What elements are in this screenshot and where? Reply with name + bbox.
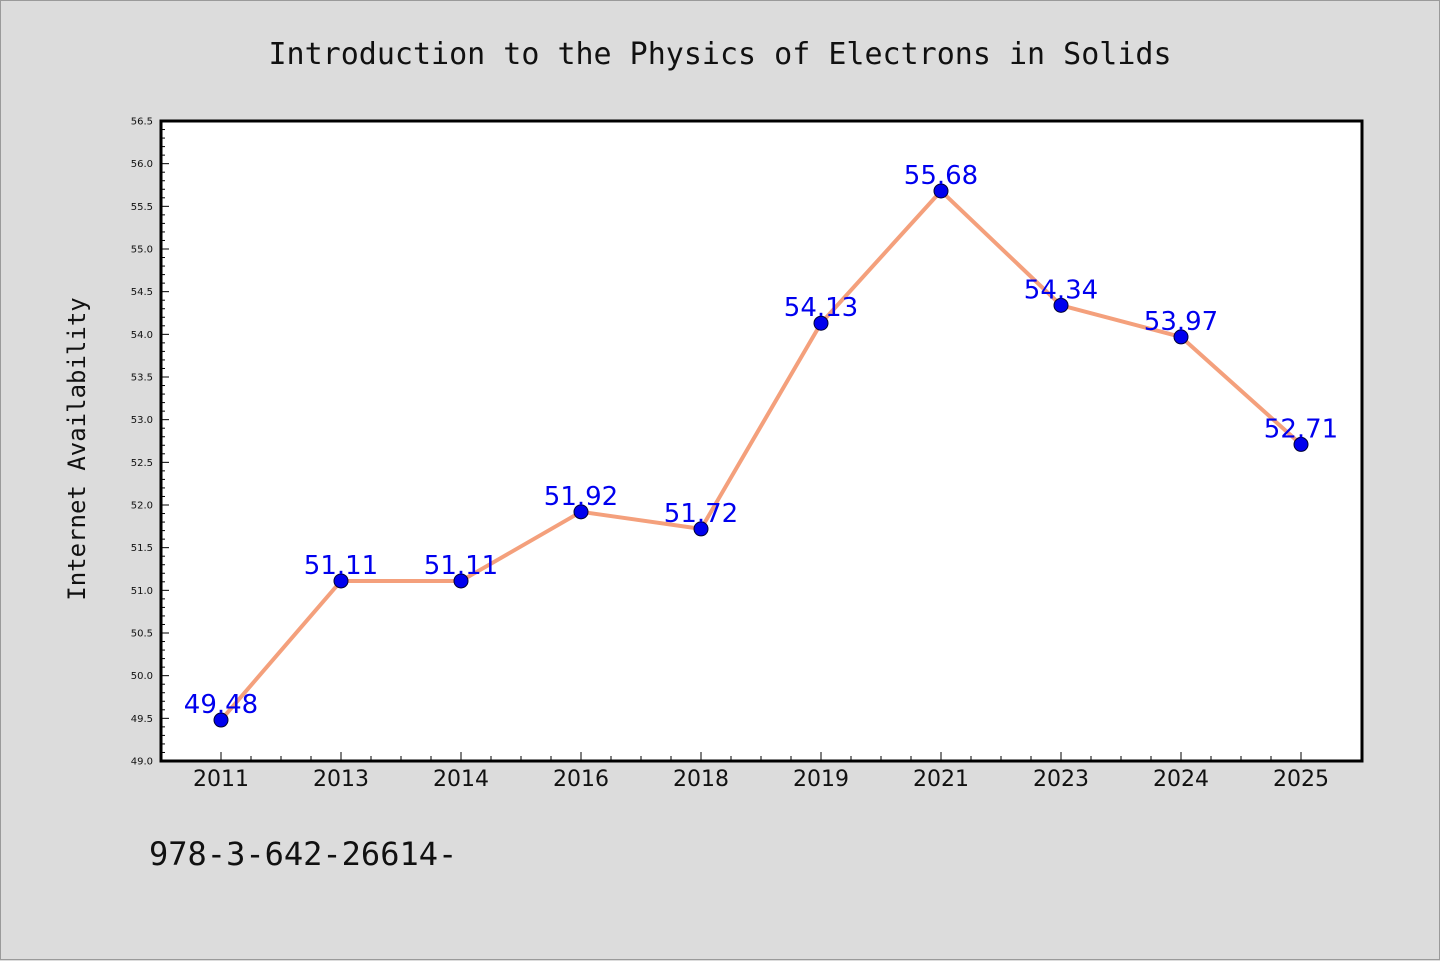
x-tick-label: 2024 [1153,767,1209,792]
y-tick-label: 56.5 [131,117,153,128]
series-line [219,188,1303,723]
y-tick-label: 55.0 [131,245,153,256]
x-tick-label: 2019 [793,767,849,792]
y-tick-label: 49.0 [131,757,153,768]
data-label: 51.11 [424,551,498,581]
y-axis-label: Internet Availability [63,297,91,600]
data-point [573,504,589,520]
y-tick-label: 51.5 [131,543,153,554]
y-tick-label: 55.5 [131,202,153,213]
x-tick-label: 2014 [433,767,489,792]
y-tick-label: 52.5 [131,458,153,469]
y-tick-label: 56.0 [131,159,153,170]
x-tick-label: 2016 [553,767,609,792]
data-labels: 49.48 51.11 51.11 51.92 51.72 54.13 55.68 54.34… [184,161,1338,720]
data-point [693,521,709,537]
data-label: 49.48 [184,690,258,720]
y-tick-label: 51.0 [131,586,153,597]
x-tick-label: 2018 [673,767,729,792]
y-tick-label: 53.0 [131,415,153,426]
y-tick-label: 52.0 [131,501,153,512]
data-label: 55.68 [904,161,978,191]
plot-border [159,119,1364,763]
data-label: 54.13 [784,293,858,323]
x-tick-label: 2011 [193,767,249,792]
data-label: 51.11 [304,551,378,581]
y-axis: 49.0 49.5 50.0 50.5 51.0 51.5 52.0 52.5 53.0 53.5… [131,117,169,768]
data-markers [213,183,1309,728]
chart-title: Introduction to the Physics of Electrons… [268,37,1171,72]
data-point [813,315,829,331]
data-label: 54.34 [1024,275,1098,305]
data-label: 51.72 [664,499,738,529]
x-tick-label: 2013 [313,767,369,792]
footer-text: 978-3-642-26614- [149,835,457,873]
data-point [933,183,949,199]
data-point [333,573,349,589]
y-tick-label: 50.0 [131,671,153,682]
y-tick-label: 50.5 [131,629,153,640]
plot-area [161,121,1362,761]
y-tick-label: 54.0 [131,330,153,341]
data-label: 53.97 [1144,307,1218,337]
y-tick-label: 54.5 [131,287,153,298]
y-tick-label: 49.5 [131,714,153,725]
data-label: 52.71 [1264,414,1338,444]
data-point [1293,436,1309,452]
x-tick-label: 2021 [913,767,969,792]
x-tick-label: 2023 [1033,767,1089,792]
x-axis: 2011 2013 2014 2016 2018 2019 2021 2023 2024 2025 [193,752,1329,792]
data-point [1173,329,1189,345]
data-label: 51.92 [544,482,618,512]
data-point [453,573,469,589]
data-point [1053,297,1069,313]
y-tick-label: 53.5 [131,373,153,384]
x-tick-label: 2025 [1273,767,1329,792]
data-point [213,712,229,728]
